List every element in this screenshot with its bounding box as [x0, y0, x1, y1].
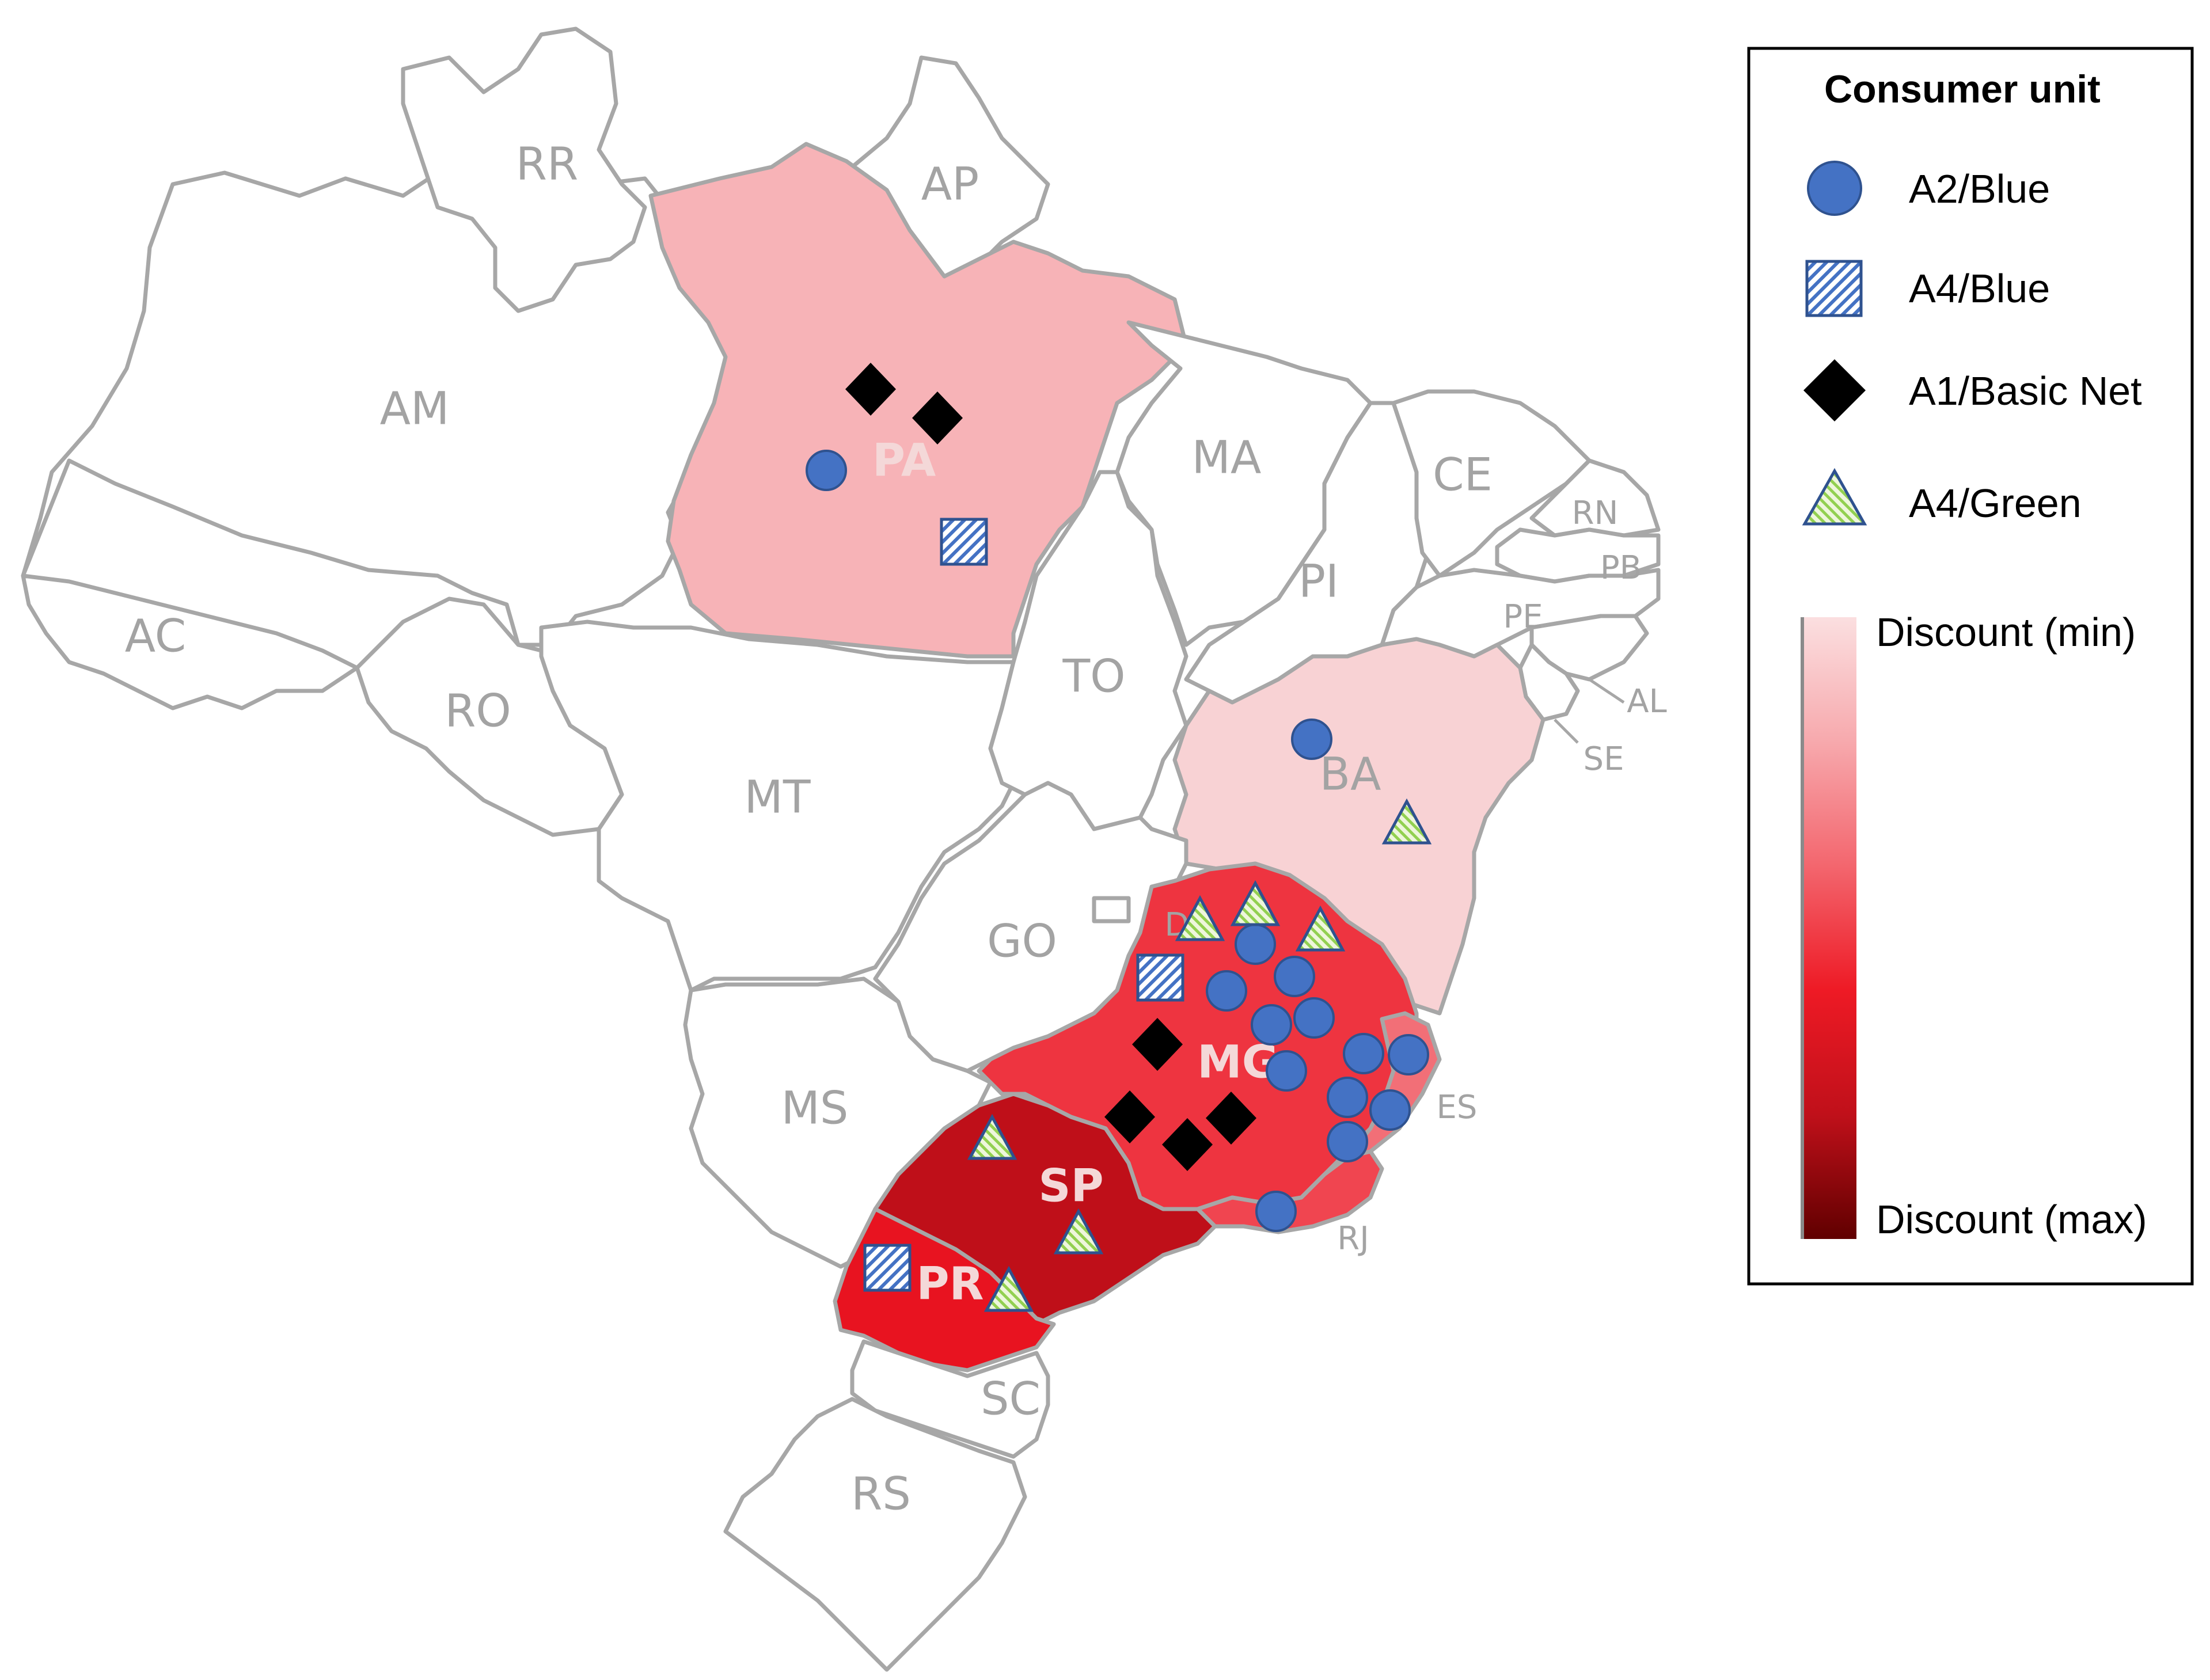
a1-basic-net-marker: [1104, 1090, 1155, 1143]
hatched-triangle-marker-icon: [1802, 467, 1867, 526]
a1-basic-net-marker: [845, 363, 896, 416]
state-label-ma: MA: [1192, 432, 1262, 484]
state-ac: [21, 573, 359, 710]
state-label-pr: PR: [916, 1258, 984, 1310]
state-label-rj: RJ: [1337, 1220, 1369, 1257]
al-se-leader-line: [1588, 678, 1625, 704]
a4-green-marker: [1381, 798, 1432, 845]
a2-blue-marker: [1327, 1121, 1368, 1162]
scale-max-label: Discount (max): [1876, 1197, 2147, 1242]
state-label-rn: RN: [1572, 495, 1619, 532]
a1-basic-net-marker: [1132, 1018, 1183, 1071]
state-label-ce: CE: [1433, 449, 1493, 501]
a1-basic-net-marker: [1206, 1092, 1256, 1145]
a1-basic-net-marker: [1162, 1118, 1213, 1171]
markers-layer: [806, 363, 1432, 1312]
a2-blue-marker: [806, 450, 847, 491]
state-label-ap: AP: [921, 158, 979, 210]
a2-blue-marker: [1274, 956, 1315, 997]
state-label-pb: PB: [1600, 549, 1642, 587]
state-pa: [648, 142, 1188, 659]
legend-title: Consumer unit: [1824, 67, 2101, 111]
states-layer: [21, 26, 1661, 1672]
state-label-rs: RS: [851, 1468, 911, 1520]
a2-blue-marker: [1388, 1034, 1429, 1075]
state-label-pi: PI: [1298, 556, 1339, 607]
legend-label-a4-green: A4/Green: [1909, 481, 2082, 526]
state-ce: [1391, 389, 1592, 578]
a4-blue-marker: [940, 518, 988, 566]
a2-blue-marker: [1369, 1089, 1411, 1131]
a4-blue-marker: [1136, 953, 1184, 1002]
a2-blue-marker: [1327, 1077, 1368, 1118]
hatched-square-marker-icon: [1805, 260, 1863, 317]
state-labels: AM RR AP PA AC RO MT TO MA PI CE RN PB P…: [125, 138, 1667, 1520]
state-label-al: AL: [1627, 683, 1667, 720]
se-leader-line: [1554, 719, 1579, 744]
a2-blue-marker: [1266, 1050, 1307, 1092]
state-label-es: ES: [1437, 1089, 1478, 1126]
state-rn: [1529, 458, 1661, 538]
state-label-se: SE: [1584, 740, 1624, 778]
state-label-mt: MT: [745, 771, 811, 823]
scale-min-label: Discount (min): [1876, 610, 2136, 655]
discount-color-scale: [1802, 617, 1856, 1239]
a2-blue-marker: [1255, 1191, 1297, 1232]
state-df: [1092, 896, 1131, 923]
a2-blue-marker: [1291, 719, 1332, 760]
state-label-ro: RO: [445, 685, 511, 737]
a2-blue-marker: [1343, 1033, 1384, 1074]
state-label-ac: AC: [125, 610, 186, 662]
state-label-pe: PE: [1503, 598, 1543, 636]
legend-item-a4-blue: A4/Blue: [1805, 260, 2050, 317]
state-label-am: AM: [380, 383, 450, 435]
state-rs: [723, 1397, 1027, 1672]
legend-item-a4-green: A4/Green: [1802, 467, 2082, 526]
state-rr: [401, 26, 647, 313]
a4-green-marker: [1053, 1208, 1104, 1255]
a4-green-marker: [967, 1113, 1017, 1160]
state-label-to: TO: [1062, 651, 1125, 702]
a2-blue-marker: [1251, 1004, 1292, 1046]
state-mt: [539, 619, 1016, 993]
a2-blue-marker: [1235, 923, 1276, 965]
legend-label-a4-blue: A4/Blue: [1909, 266, 2050, 311]
a4-green-marker: [1295, 905, 1346, 952]
state-label-ms: MS: [781, 1082, 849, 1134]
state-label-mg: MG: [1197, 1036, 1279, 1088]
a2-blue-marker: [1206, 970, 1247, 1012]
state-label-rr: RR: [516, 138, 578, 190]
circle-marker-icon: [1807, 161, 1862, 216]
state-label-sc: SC: [981, 1373, 1041, 1425]
legend-item-a1-basic-net: A1/Basic Net: [1803, 359, 2142, 421]
legend: Consumer unit A2/Blue A4/Blue A1/Basic N…: [1747, 47, 2194, 1286]
state-label-go: GO: [987, 915, 1057, 967]
a4-green-marker: [1230, 880, 1281, 926]
diamond-marker-icon: [1803, 359, 1866, 421]
legend-item-a2-blue: A2/Blue: [1807, 161, 2050, 216]
a1-basic-net-marker: [912, 392, 963, 444]
a4-blue-marker: [863, 1244, 912, 1292]
state-label-pa: PA: [872, 435, 936, 486]
state-label-sp: SP: [1038, 1160, 1103, 1212]
legend-label-a2-blue: A2/Blue: [1909, 166, 2050, 211]
a4-green-marker: [1175, 895, 1225, 941]
a2-blue-marker: [1293, 997, 1335, 1039]
a4-green-marker: [984, 1265, 1034, 1312]
state-label-ba: BA: [1320, 748, 1381, 800]
legend-label-a1-basic-net: A1/Basic Net: [1909, 368, 2142, 413]
